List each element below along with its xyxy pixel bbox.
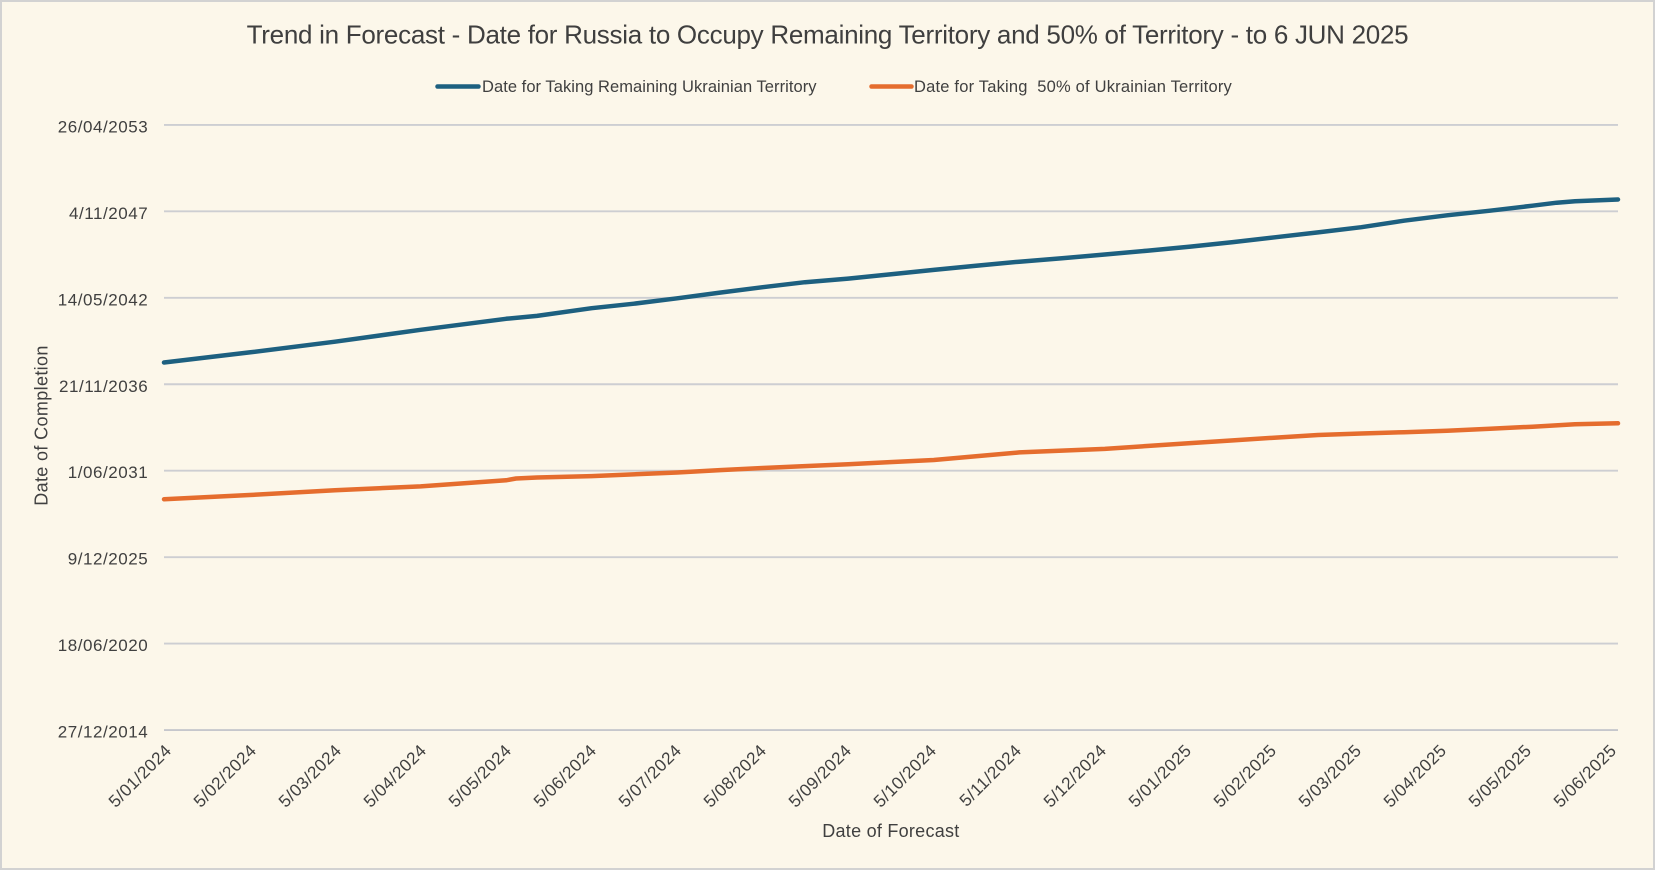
- svg-text:26/04/2053: 26/04/2053: [58, 117, 149, 136]
- svg-text:Date of Forecast: Date of Forecast: [822, 821, 959, 841]
- svg-text:Date for Taking 50% of Ukrain: Date for Taking 50% of Ukrainian Territo…: [914, 78, 1233, 96]
- svg-text:1/06/2031: 1/06/2031: [68, 463, 149, 482]
- svg-text:9/12/2025: 9/12/2025: [68, 550, 149, 569]
- svg-text:14/05/2042: 14/05/2042: [58, 290, 149, 309]
- svg-text:Date of Completion: Date of Completion: [32, 345, 52, 506]
- svg-text:21/11/2036: 21/11/2036: [59, 377, 148, 396]
- svg-text:4/11/2047: 4/11/2047: [69, 204, 148, 223]
- svg-text:18/06/2020: 18/06/2020: [58, 636, 149, 655]
- svg-text:27/12/2014: 27/12/2014: [58, 723, 149, 742]
- svg-text:Trend in Forecast - Date for R: Trend in Forecast - Date for Russia to O…: [247, 20, 1409, 50]
- svg-text:Date for Taking Remaining Ukra: Date for Taking Remaining Ukrainian Terr…: [482, 78, 817, 96]
